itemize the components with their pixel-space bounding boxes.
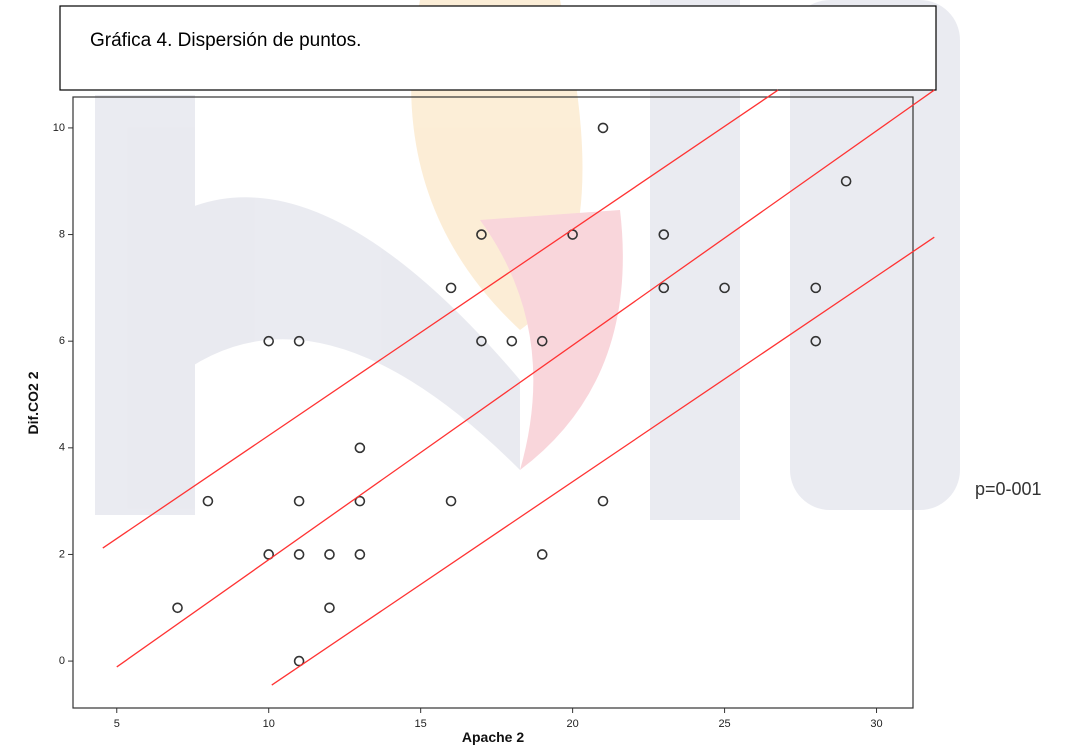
point (325, 603, 334, 612)
y-axis-label: Dif.CO2 2 (25, 371, 41, 434)
y-tick-label: 4 (59, 442, 65, 454)
x-tick-label: 10 (263, 718, 275, 730)
point (538, 550, 547, 559)
point (355, 550, 364, 559)
x-tick-label: 15 (415, 718, 427, 730)
x-axis-label: Apache 2 (462, 729, 524, 745)
y-tick-label: 2 (59, 548, 65, 560)
point (203, 497, 212, 506)
point (599, 123, 608, 132)
chart-title: Gráfica 4. Dispersión de puntos. (90, 30, 361, 51)
point (295, 550, 304, 559)
annotation: p=0-001 (975, 479, 1042, 499)
y-tick-label: 0 (59, 655, 65, 667)
point (447, 283, 456, 292)
point (325, 550, 334, 559)
x-tick-label: 20 (566, 718, 578, 730)
point (599, 497, 608, 506)
y-tick-label: 8 (59, 228, 65, 240)
x-tick-label: 5 (114, 718, 120, 730)
point (295, 497, 304, 506)
y-tick-label: 6 (59, 335, 65, 347)
x-tick-label: 30 (870, 718, 882, 730)
point (447, 497, 456, 506)
x-tick-label: 25 (718, 718, 730, 730)
chart: Gráfica 4. Dispersión de puntos. Apache … (0, 0, 1069, 753)
point (355, 443, 364, 452)
point (173, 603, 182, 612)
y-tick-label: 10 (53, 122, 65, 134)
point (507, 337, 516, 346)
